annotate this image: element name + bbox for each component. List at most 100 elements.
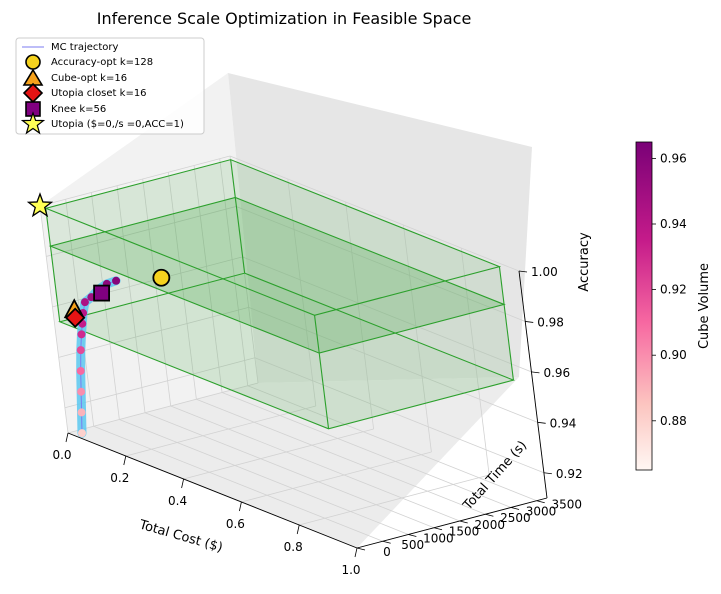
special-point-0 bbox=[152, 268, 171, 287]
x-grid-floor-4 bbox=[299, 474, 490, 526]
feasible-box-vertical-edge-2 bbox=[498, 266, 514, 381]
floor-pane bbox=[68, 377, 519, 548]
feasible-box-front-face bbox=[45, 208, 329, 429]
y-grid-left-0 bbox=[39, 205, 69, 434]
z-grid-back-4 bbox=[229, 155, 520, 272]
y-tick-7 bbox=[536, 500, 545, 504]
feasible-box-back-face bbox=[230, 159, 514, 381]
x-grid-back-1 bbox=[287, 178, 317, 407]
x-axis-label: Total Cost ($) bbox=[137, 517, 225, 555]
x-grid-floor-0 bbox=[67, 382, 259, 434]
colorbar-ticks: 0.88 0.90 0.92 0.94 0.96 bbox=[652, 151, 687, 428]
x-grid-floor-3 bbox=[241, 451, 432, 503]
z-tick-1 bbox=[537, 421, 546, 424]
colorbar-gradient bbox=[635, 141, 653, 471]
z-tick-3 bbox=[525, 321, 534, 323]
z-grid-back-1 bbox=[248, 306, 538, 423]
z-axis-ticks: 0.92 0.94 0.96 0.98 1.00 bbox=[518, 265, 583, 481]
trajectory-point-5 bbox=[77, 330, 86, 339]
x-tick-label-0: 0.0 bbox=[52, 448, 71, 462]
y-tick-label-1: 500 bbox=[401, 538, 424, 552]
x-tick-label-1: 0.2 bbox=[110, 471, 129, 485]
colorbar: 0.88 0.90 0.92 0.94 0.96 Cube Volume bbox=[635, 141, 712, 471]
z-tick-label-2: 0.96 bbox=[543, 366, 570, 380]
feasible-box-vertical-edge-1 bbox=[314, 315, 330, 429]
legend-label-4: Knee k=56 bbox=[51, 104, 106, 115]
y-tick-3 bbox=[433, 527, 443, 531]
y-grid-left-5 bbox=[167, 172, 197, 400]
legend-label-3: Utopia closet k=16 bbox=[51, 88, 147, 99]
y-grid-left-4 bbox=[142, 178, 172, 407]
y-tick-0 bbox=[356, 547, 366, 551]
colorbar-label: Cube Volume bbox=[697, 263, 712, 349]
trajectory-point-1 bbox=[77, 408, 86, 417]
y-grid-floor-7 bbox=[247, 385, 537, 502]
legend-label-0: MC trajectory bbox=[51, 42, 119, 53]
z-tick-label-1: 0.94 bbox=[550, 416, 577, 430]
z-grid-back-2 bbox=[242, 256, 532, 373]
feasible-box-vertical-edge-3 bbox=[230, 159, 246, 274]
x-grid-back-3 bbox=[403, 224, 432, 453]
legend-marker-accuracy-opt bbox=[25, 54, 41, 70]
y-grid-floor-4 bbox=[170, 405, 460, 522]
colorbar-tick-label-1: 0.90 bbox=[660, 348, 687, 362]
x-tick-4 bbox=[296, 524, 300, 535]
z-grid-back-3 bbox=[236, 206, 526, 322]
legend-label-2: Cube-opt k=16 bbox=[51, 73, 127, 84]
z-grid-left-3 bbox=[46, 206, 237, 257]
colorbar-tick-label-2: 0.92 bbox=[660, 283, 687, 297]
trajectory-point-4 bbox=[76, 346, 85, 355]
special-point-4 bbox=[26, 192, 54, 218]
legend-marker-utopia-star bbox=[20, 111, 46, 135]
z-grid-back-0 bbox=[254, 357, 545, 474]
feasible-box-top-face bbox=[45, 159, 500, 316]
special-point-3 bbox=[93, 284, 110, 302]
z-grid-left-4 bbox=[39, 155, 231, 207]
z-grid-left-1 bbox=[58, 306, 249, 358]
y-grid-floor-2 bbox=[119, 419, 409, 535]
z-axis-label: Accuracy bbox=[577, 232, 592, 292]
y-grid-left-2 bbox=[90, 192, 120, 420]
legend-label-1: Accuracy-opt k=128 bbox=[51, 57, 153, 68]
y-tick-label-0: 0 bbox=[383, 545, 391, 559]
x-tick-label-2: 0.4 bbox=[168, 494, 187, 508]
y-tick-label-5: 2500 bbox=[500, 511, 531, 525]
y-tick-label-7: 3500 bbox=[551, 498, 582, 512]
y-grid-left-7 bbox=[219, 158, 249, 386]
x-grid-floor-2 bbox=[183, 428, 374, 480]
trajectory-point-3 bbox=[76, 366, 85, 375]
y-grid-floor-5 bbox=[196, 398, 486, 515]
y-tick-5 bbox=[485, 513, 494, 517]
grid-lines bbox=[39, 155, 548, 549]
z-axis-line bbox=[518, 270, 548, 499]
x-grid-floor-1 bbox=[125, 405, 316, 457]
axis-lines bbox=[67, 270, 548, 549]
trajectory-point-2 bbox=[77, 387, 86, 396]
y-tick-2 bbox=[408, 534, 417, 537]
feasible-box-right-face bbox=[314, 266, 514, 429]
x-tick-1 bbox=[123, 455, 127, 466]
y-tick-label-2: 1000 bbox=[423, 531, 454, 545]
y-grid-floor-1 bbox=[93, 425, 383, 542]
trajectory-point-12 bbox=[112, 276, 121, 285]
z-tick-2 bbox=[531, 371, 540, 374]
feasible-box-left-face bbox=[45, 159, 245, 322]
legend-frame bbox=[15, 37, 205, 135]
legend: MC trajectory Accuracy-opt k=128 Cube-op… bbox=[15, 37, 205, 135]
trajectory-point-8 bbox=[80, 298, 89, 307]
x-tick-5 bbox=[354, 547, 358, 558]
chart-title: Inference Scale Optimization in Feasible… bbox=[97, 9, 472, 28]
z-tick-4 bbox=[518, 270, 528, 273]
y-tick-1 bbox=[382, 540, 391, 544]
feasible-box-vertical-edge-0 bbox=[45, 208, 61, 322]
y-tick-label-3: 1500 bbox=[449, 525, 480, 539]
y-grid-left-3 bbox=[116, 185, 146, 413]
y-grid-floor-3 bbox=[144, 412, 435, 529]
x-tick-3 bbox=[239, 501, 242, 512]
y-axis-label: Total Time (s) bbox=[460, 438, 530, 514]
y-tick-label-4: 2000 bbox=[474, 518, 505, 532]
back-pane bbox=[228, 73, 532, 383]
